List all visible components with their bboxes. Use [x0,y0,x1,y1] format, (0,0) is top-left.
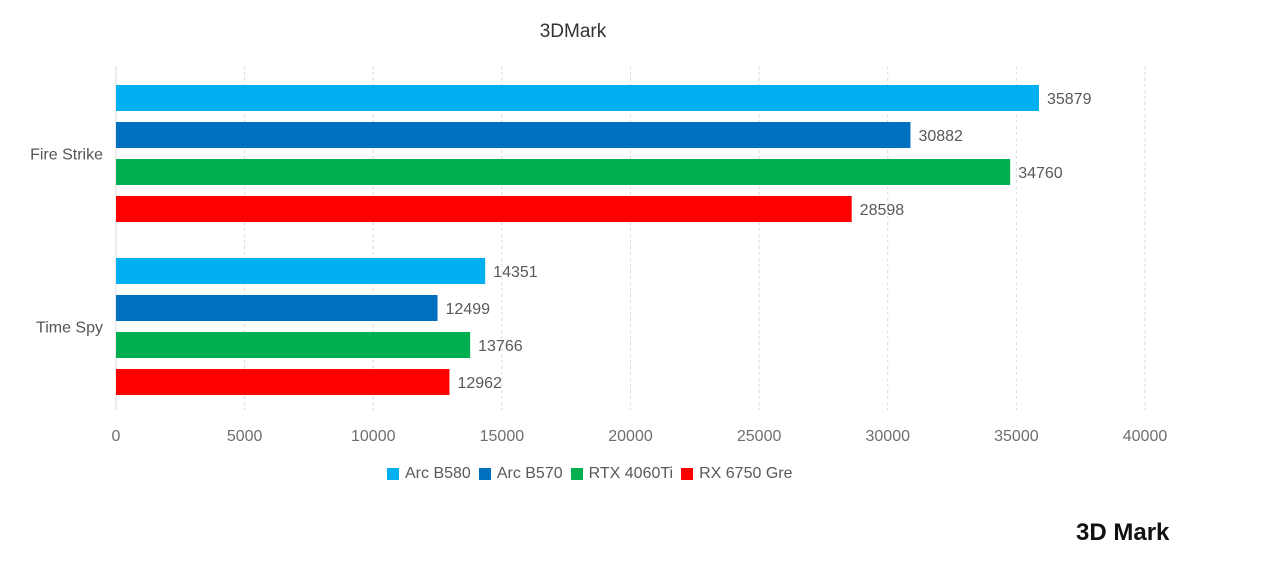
data-label: 28598 [860,202,905,219]
data-label: 35879 [1047,91,1092,108]
data-label: 13766 [478,338,523,355]
bar [116,332,471,358]
bar [116,122,911,148]
value-labels: 35879 30882 34760 28598 14351 12499 13766 12962 [446,91,1092,392]
x-tick-label: 35000 [994,428,1039,445]
x-tick-label: 15000 [480,428,525,445]
x-tick-label: 0 [112,428,121,445]
legend-swatch [387,468,399,480]
bar [116,295,438,321]
legend-swatch [681,468,694,480]
data-label: 12499 [446,301,491,318]
category-label: Time Spy [36,320,103,337]
chart-title: 3DMark [539,21,607,42]
data-label: 30882 [918,128,963,145]
grid-lines [115,66,1146,410]
category-labels: Fire Strike Time Spy [30,147,103,337]
legend: Arc B580 Arc B570 RTX 4060Ti RX 6750 Gre [387,465,801,483]
x-tick-label: 5000 [227,428,263,445]
data-label: 12962 [457,375,502,392]
bar [116,196,852,222]
legend-label: RX 6750 Gre [699,465,793,482]
bars [116,85,1039,395]
data-label: 34760 [1018,165,1063,182]
bar [116,369,450,395]
x-tick-label: 30000 [866,428,911,445]
category-label: Fire Strike [30,147,103,164]
x-tick-label: 40000 [1123,428,1168,445]
bar [116,159,1011,185]
x-axis-ticks: 0 5000 10000 15000 20000 25000 30000 35000 40000 [112,428,1168,445]
x-tick-label: 25000 [737,428,782,445]
x-tick-label: 20000 [608,428,653,445]
legend-item: RX 6750 Gre [681,465,793,483]
x-tick-label: 10000 [351,428,396,445]
legend-label: RTX 4060Ti [588,465,674,482]
watermark-3d-mark: 3D Mark [1076,519,1170,546]
legend-item: RTX 4060Ti [570,465,674,483]
legend-label: Arc B570 [496,465,563,482]
legend-item: Arc B580 [387,465,471,483]
legend-swatch [570,468,583,480]
legend-swatch [478,468,491,480]
data-label: 14351 [493,264,538,281]
bar [116,85,1039,111]
legend-label: Arc B580 [405,465,471,482]
bar [116,258,486,284]
legend-item: Arc B570 [478,465,563,483]
